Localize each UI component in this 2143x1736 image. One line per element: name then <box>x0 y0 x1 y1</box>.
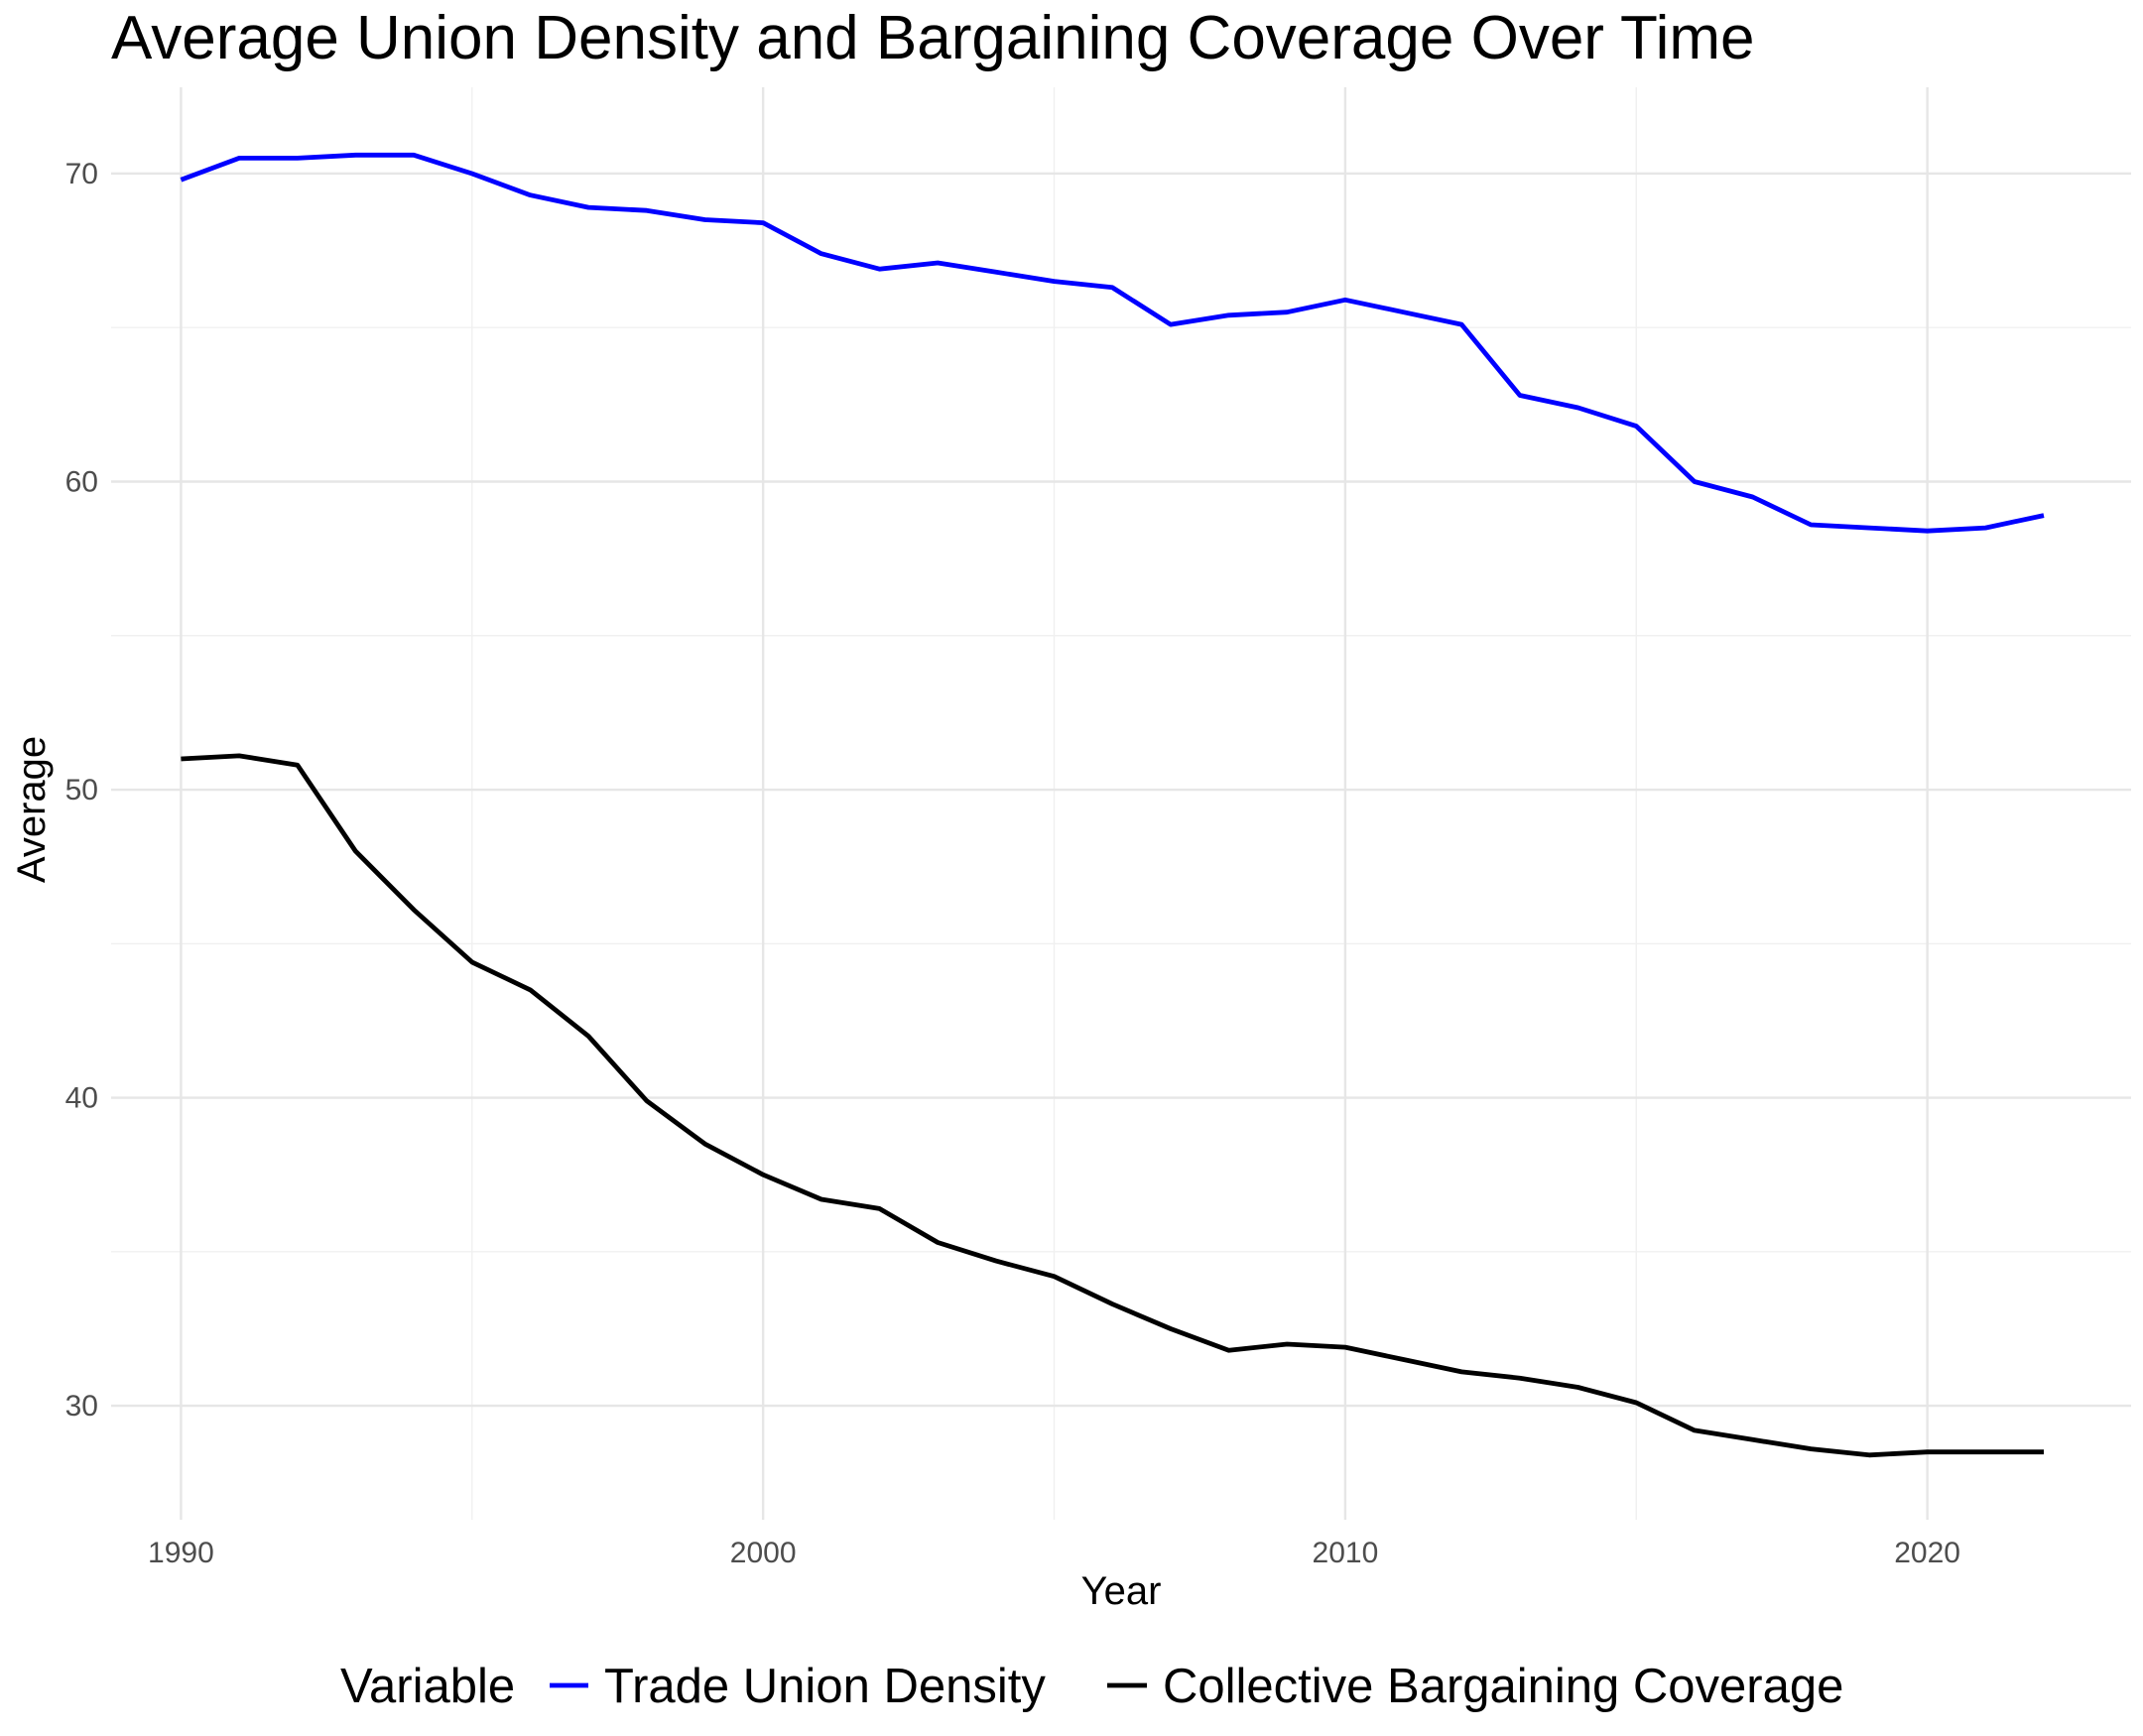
series-line-collective-bargaining-coverage <box>181 753 2044 1458</box>
grid <box>111 87 2131 1520</box>
x-tick-label: 2010 <box>1313 1537 1379 1569</box>
legend-title: Variable <box>340 1660 515 1713</box>
x-axis-ticks: 1990 2000 2010 2020 <box>148 1537 1960 1569</box>
y-tick-label: 50 <box>65 774 98 806</box>
chart-title: Average Union Density and Bargaining Cov… <box>111 4 1755 72</box>
y-tick-label: 30 <box>65 1390 98 1423</box>
y-tick-label: 40 <box>65 1082 98 1115</box>
y-tick-label: 70 <box>65 158 98 190</box>
legend: Variable Trade Union Density Collective … <box>340 1660 1843 1713</box>
y-tick-label: 60 <box>65 465 98 498</box>
x-axis-title: Year <box>1081 1569 1162 1613</box>
x-tick-label: 1990 <box>148 1537 214 1569</box>
series-line-trade-union-density <box>180 152 2045 534</box>
x-tick-label: 2000 <box>730 1537 797 1569</box>
legend-label-trade-union-density: Trade Union Density <box>604 1660 1046 1713</box>
legend-label-collective-bargaining-coverage: Collective Bargaining Coverage <box>1163 1660 1843 1713</box>
series-lines <box>180 152 2045 1458</box>
x-tick-label: 2020 <box>1894 1537 1960 1569</box>
y-axis-ticks: 30 40 50 60 70 <box>65 158 98 1423</box>
y-axis-title: Average <box>10 736 54 883</box>
